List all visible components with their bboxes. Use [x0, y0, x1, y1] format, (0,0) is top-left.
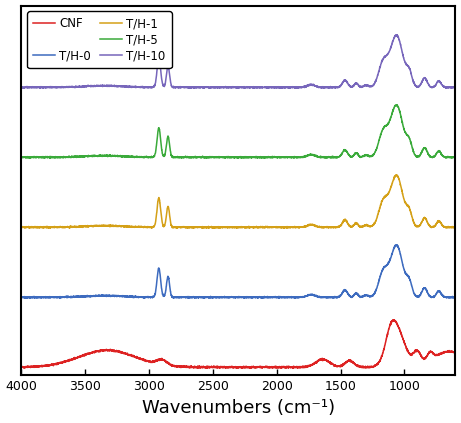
T/H-5: [47, 156, 53, 161]
Line: T/H-10: T/H-10: [22, 35, 455, 88]
T/H-10: [412, 81, 417, 86]
T/H-10: [453, 85, 458, 91]
T/H-5: [216, 154, 221, 159]
T/H-1: [394, 172, 399, 177]
T/H-5: [320, 154, 326, 159]
T/H-5: [19, 155, 24, 160]
T/H-0: [260, 296, 266, 301]
T/H-1: [453, 225, 458, 230]
CNF: [19, 365, 24, 370]
T/H-1: [19, 224, 24, 229]
T/H-5: [394, 102, 400, 107]
T/H-0: [201, 295, 206, 300]
T/H-5: [412, 151, 417, 156]
T/H-10: [393, 32, 399, 37]
T/H-0: [212, 295, 218, 300]
T/H-1: [213, 225, 218, 230]
T/H-10: [216, 85, 221, 90]
T/H-10: [201, 85, 207, 90]
Line: CNF: CNF: [22, 320, 455, 368]
T/H-0: [453, 295, 458, 300]
CNF: [212, 365, 218, 370]
T/H-0: [412, 291, 417, 297]
Line: T/H-0: T/H-0: [22, 245, 455, 298]
CNF: [207, 365, 213, 370]
T/H-5: [453, 155, 458, 160]
T/H-1: [207, 225, 213, 230]
T/H-0: [394, 242, 399, 247]
T/H-10: [213, 85, 218, 91]
T/H-1: [67, 226, 72, 231]
CNF: [201, 364, 206, 369]
T/H-0: [320, 295, 326, 300]
T/H-10: [320, 85, 326, 90]
T/H-10: [22, 86, 27, 91]
T/H-0: [216, 295, 221, 300]
CNF: [320, 357, 326, 362]
T/H-1: [216, 225, 221, 230]
Legend: CNF, , T/H-0, T/H-1, T/H-5, T/H-10: CNF, , T/H-0, T/H-1, T/H-5, T/H-10: [27, 11, 171, 68]
Line: T/H-1: T/H-1: [22, 175, 455, 228]
CNF: [453, 351, 458, 356]
T/H-5: [207, 155, 213, 160]
T/H-1: [412, 220, 417, 225]
T/H-0: [207, 295, 213, 300]
T/H-10: [207, 85, 213, 90]
Line: T/H-5: T/H-5: [22, 105, 455, 158]
T/H-5: [213, 154, 218, 159]
CNF: [390, 317, 396, 322]
CNF: [216, 365, 221, 370]
T/H-1: [201, 225, 207, 230]
T/H-5: [201, 154, 207, 159]
T/H-0: [19, 295, 24, 300]
CNF: [412, 350, 417, 355]
X-axis label: Wavenumbers (cm⁻¹): Wavenumbers (cm⁻¹): [142, 399, 335, 418]
T/H-1: [320, 225, 326, 231]
T/H-10: [19, 85, 24, 90]
CNF: [290, 366, 296, 371]
